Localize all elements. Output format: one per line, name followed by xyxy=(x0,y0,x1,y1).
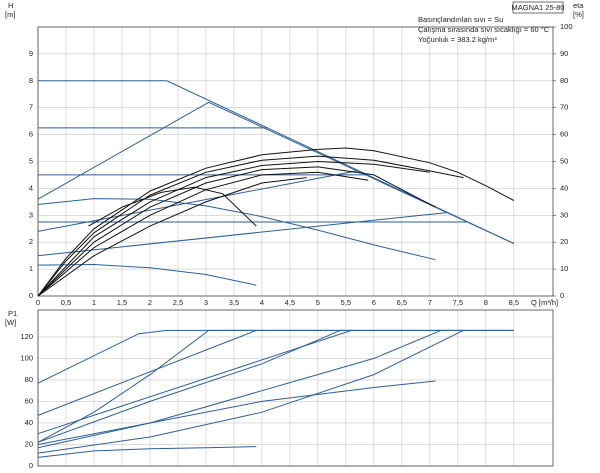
curve xyxy=(37,101,515,244)
x-tick-label: 5,5 xyxy=(341,298,351,307)
curve xyxy=(37,329,352,435)
y-tick-label: 3 xyxy=(29,210,33,219)
x-tick-label: 1,5 xyxy=(117,298,127,307)
y2-axis-unit: [%] xyxy=(573,10,584,19)
curve xyxy=(37,329,464,454)
x-tick-label: 6,5 xyxy=(397,298,407,307)
x-axis-label: Q [m³/h] xyxy=(531,298,558,307)
annotation: Basınçlandırılan sıvı = Su xyxy=(418,15,503,24)
plot-frame xyxy=(37,309,554,467)
x-tick-label: 5 xyxy=(316,298,320,307)
y-tick-label: 5 xyxy=(29,156,33,165)
y-tick-label: 80 xyxy=(25,375,33,384)
y2-tick-label: 100 xyxy=(560,22,573,31)
x-tick-label: 7,5 xyxy=(453,298,463,307)
y-tick-label: 8 xyxy=(29,76,33,85)
y2-tick-label: 80 xyxy=(560,76,568,85)
y-tick-label: 9 xyxy=(29,49,33,58)
y2-tick-label: 50 xyxy=(560,156,568,165)
x-tick-label: 2,5 xyxy=(173,298,183,307)
curve xyxy=(37,329,341,443)
curve xyxy=(37,329,257,416)
y-tick-label: 7 xyxy=(29,103,33,112)
curve xyxy=(37,329,514,443)
y-axis-label: H xyxy=(8,1,13,10)
y-tick-label: 120 xyxy=(20,332,33,341)
curve xyxy=(37,212,447,257)
y-tick-label: 60 xyxy=(25,396,33,405)
x-tick-label: 1 xyxy=(92,298,96,307)
y2-tick-label: 10 xyxy=(560,264,568,273)
x-tick-label: 0,5 xyxy=(61,298,71,307)
chart-title: MAGNA1 25-80 xyxy=(512,3,565,12)
y2-tick-label: 40 xyxy=(560,183,568,192)
curve xyxy=(37,177,307,297)
curve xyxy=(37,329,442,445)
y2-tick-label: 20 xyxy=(560,237,568,246)
x-tick-label: 8 xyxy=(484,298,488,307)
y-tick-label: 0 xyxy=(29,461,33,470)
x-tick-label: 3,5 xyxy=(229,298,239,307)
x-tick-label: 4,5 xyxy=(285,298,295,307)
curve xyxy=(37,160,430,297)
y2-axis-label: eta xyxy=(573,1,584,10)
y-tick-label: 6 xyxy=(29,130,33,139)
y2-tick-label: 0 xyxy=(560,291,564,300)
y-tick-label: 2 xyxy=(29,237,33,246)
y-axis-label: P1 xyxy=(8,309,17,318)
plot-frame xyxy=(37,26,554,297)
curve xyxy=(37,170,358,232)
curve xyxy=(37,147,515,297)
x-tick-label: 3 xyxy=(204,298,208,307)
x-tick-label: 6 xyxy=(372,298,376,307)
y-tick-label: 4 xyxy=(29,183,33,192)
annotation: Çalışma sırasında sıvı sıcaklığı = 60 °C xyxy=(418,25,550,34)
curve xyxy=(38,80,515,244)
y2-tick-label: 70 xyxy=(560,103,568,112)
y-tick-label: 40 xyxy=(25,418,33,427)
y2-tick-label: 90 xyxy=(560,49,568,58)
y-tick-label: 0 xyxy=(29,291,33,300)
y2-tick-label: 30 xyxy=(560,210,568,219)
y-tick-label: 20 xyxy=(25,439,33,448)
y-tick-label: 1 xyxy=(29,264,33,273)
curve xyxy=(37,171,369,297)
curve xyxy=(37,198,436,261)
curve xyxy=(88,186,257,227)
x-tick-label: 8,5 xyxy=(509,298,519,307)
title-box xyxy=(512,1,564,14)
y2-tick-label: 60 xyxy=(560,130,568,139)
y-axis-unit: [m] xyxy=(5,10,15,19)
x-tick-label: 7 xyxy=(428,298,432,307)
x-tick-label: 4 xyxy=(260,298,264,307)
curve xyxy=(37,263,257,286)
curve xyxy=(37,446,257,458)
y-axis-unit: [W] xyxy=(5,318,16,327)
y-tick-label: 100 xyxy=(20,353,33,362)
x-tick-label: 0 xyxy=(36,298,40,307)
curve xyxy=(37,155,464,297)
curve xyxy=(37,329,514,384)
x-tick-label: 2 xyxy=(148,298,152,307)
curve xyxy=(37,166,436,297)
curve xyxy=(37,380,436,449)
